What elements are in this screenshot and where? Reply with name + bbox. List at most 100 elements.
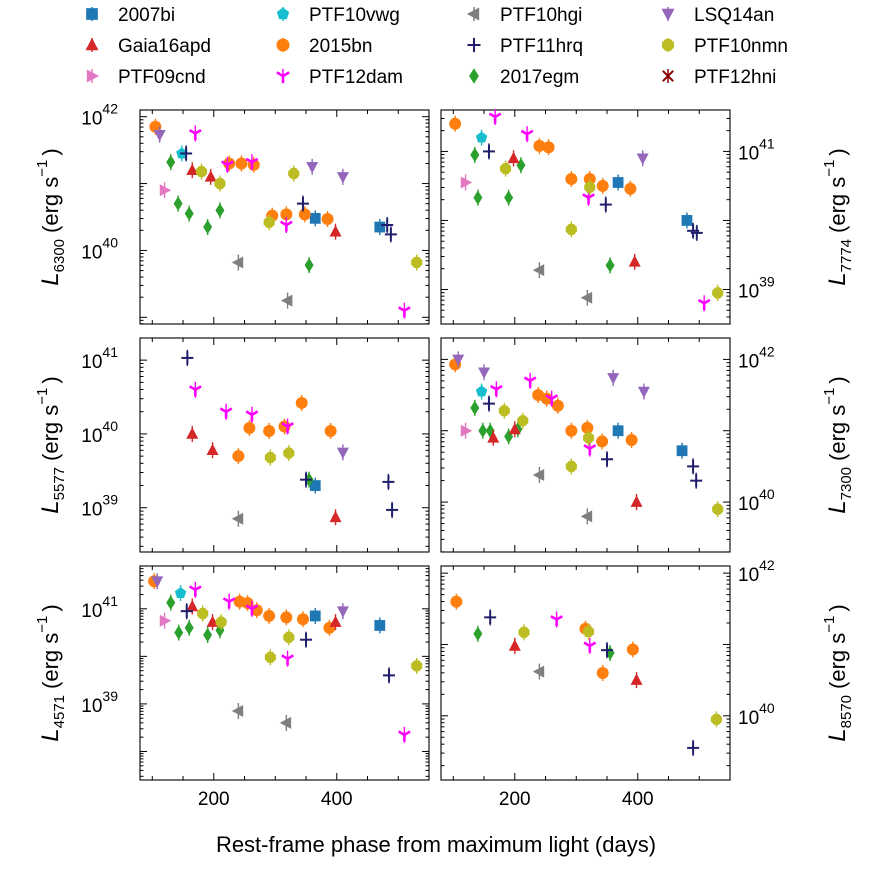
x-tick-label: 400 [622,789,654,810]
point-ptf11hrq [386,503,399,517]
legend-label: PTF10vwg [309,5,400,26]
point-2015bn [542,141,555,154]
point-gaia16apd [186,427,199,439]
y-tick-exponent: 40 [102,418,118,434]
point-gaia16apd [186,163,199,175]
panel-7300: 1040 1042 L7300(erg s−1) [440,337,855,553]
point-gaia16apd [206,615,219,627]
legend-marker-ptf11hrq [467,37,481,53]
point-ptf10nmn [264,651,276,663]
point-ptf12dam [523,376,537,388]
legend-marker-ptf12hni [662,70,674,82]
point-ptf10nmn [215,616,227,628]
point-ptf12dam [245,157,259,169]
point-gaia16apd [186,599,199,612]
y-tick-label: 1039 [81,688,118,717]
point-gaia16apd [329,615,342,627]
legend-marker-ptf10hgi [466,7,480,21]
x-axis-label: Rest-frame phase from maximum light (day… [216,832,656,857]
point-ptf12dam [188,585,202,597]
point-2015bn [241,597,254,610]
point-ptf10vwg [475,385,488,397]
panel-frame [139,109,430,325]
y-tick-exponent: 42 [759,343,775,359]
y-tick-label: 1040 [81,418,118,447]
point-2007bi [681,215,693,226]
point-ptf10nmn [195,165,208,178]
point-gaia16apd [487,431,500,443]
legend-item-ptf11hrq: PTF11hrq [467,36,583,57]
point-2017egm [473,626,483,641]
panel-4571: 1039 1041 200 400 L4571(erg s−1) [34,565,430,810]
point-ptf12dam [550,615,563,627]
y-tick-label: 1039 [81,492,118,521]
point-ptf10nmn [411,256,423,269]
point-ptf11hrq [300,473,313,487]
point-2017egm [605,258,615,273]
legend: 2007bi Gaia16apd PTF09cnd PTF10vwg 2015bn PTF… [85,5,788,88]
point-gaia16apd [630,673,643,685]
point-ptf09cnd [159,184,172,197]
point-2017egm [470,400,480,416]
y-tick-label: 1042 [738,557,775,586]
point-2015bn [280,208,293,221]
point-ptf12dam [281,654,294,666]
x-tick-label: 200 [499,789,531,810]
point-2017egm [203,219,213,235]
legend-item-ptf12hni: PTF12hni [662,67,776,88]
point-gaia16apd [329,510,342,523]
point-ptf10hgi [580,510,593,523]
point-ptf11hrq [381,218,394,232]
point-2015bn [565,173,578,186]
point-ptf09cnd [159,614,172,627]
y-tick-exponent: 39 [102,492,118,508]
point-lsq14an [153,129,166,142]
point-ptf10nmn [584,181,596,193]
point-ptf10nmn [283,631,295,643]
y-tick-label: 1042 [81,101,118,130]
legend-label: 2007bi [118,5,175,26]
panel-frame [139,337,430,553]
point-ptf10nmn [565,223,577,235]
y-tick-label: 1040 [738,486,775,515]
point-ptf11hrq [180,604,193,618]
point-2007bi [309,480,321,491]
point-ptf12dam [188,385,202,397]
legend-label: PTF12dam [309,67,403,88]
legend-marker-gaia16apd [85,37,99,51]
point-2017egm [184,206,194,221]
point-ptf10hgi [532,468,545,481]
point-2015bn [533,139,546,152]
point-ptf10hgi [532,264,545,277]
point-lsq14an [336,172,349,184]
point-2017egm [605,645,615,661]
point-ptf11hrq [181,351,194,365]
point-2015bn [551,399,564,412]
legend-marker-ptf10vwg [276,7,290,20]
point-2015bn [321,213,334,226]
legend-item-ptf10vwg: PTF10vwg [276,5,400,26]
y-tick-exponent: 41 [102,344,118,360]
point-2015bn [581,421,594,434]
point-ptf10hgi [280,294,293,307]
point-2015bn [263,609,276,622]
point-ptf11hrq [482,144,495,159]
point-2015bn [450,595,463,608]
point-ptf10nmn [712,287,724,299]
point-ptf12dam [188,128,202,141]
point-ptf11hrq [601,452,614,466]
point-ptf11hrq [300,633,313,647]
y-tick-exponent: 39 [102,688,118,704]
point-2017egm [215,623,225,638]
y-tick-exponent: 40 [102,234,118,250]
legend-label: PTF11hrq [500,36,583,57]
point-2017egm [184,620,194,636]
panel-frame [440,565,731,781]
point-ptf10nmn [288,167,300,180]
point-2007bi [374,221,386,233]
point-2017egm [478,423,488,438]
point-ptf12dam [545,394,559,406]
point-2015bn [296,613,309,626]
point-ptf10hgi [231,705,244,718]
point-2015bn [149,120,162,133]
